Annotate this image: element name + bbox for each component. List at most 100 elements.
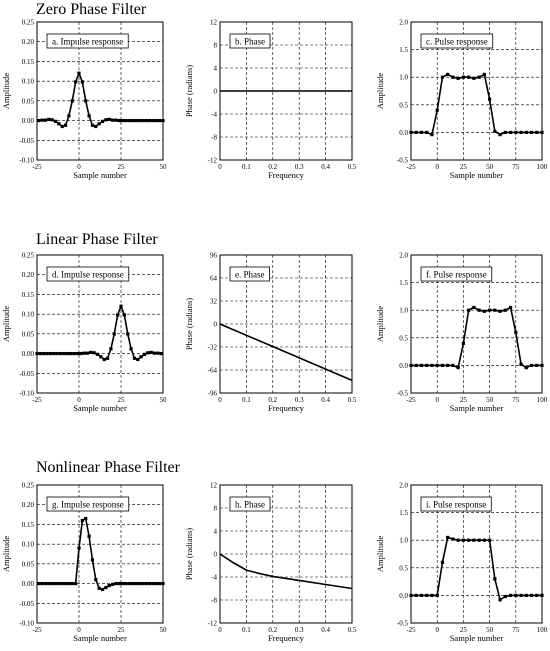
chart: -0.10 -0.05 0.00 0.05 0.10 0.15 0.20 0.25 -25 0 25… (1, 252, 167, 414)
data-point (121, 118, 125, 123)
data-point (472, 538, 476, 542)
chart: -12 -8 -4 0 4 8 12 0 0.1 0.2 0.3 0.4 0.5 Frequency Pha… (184, 482, 357, 644)
data-point (85, 351, 89, 355)
data-point (477, 308, 481, 312)
chart: -96 -64 -32 0 32 64 96 0 0.1 0.2 0.3 0.4 0.5 Frequenc… (184, 252, 357, 414)
data-point (57, 581, 61, 586)
x-tick-label: 50 (486, 396, 494, 404)
data-point (430, 133, 434, 137)
y-tick-label: -96 (208, 390, 218, 398)
data-point (70, 99, 74, 103)
data-point (53, 119, 58, 123)
y-tick-label: -0.10 (19, 157, 34, 165)
y-tick-label: -0.5 (397, 620, 409, 628)
data-point (72, 351, 76, 356)
y-tick-label: 8 (214, 505, 218, 513)
data-point (154, 581, 158, 586)
data-point (524, 130, 528, 134)
x-tick-label: 0.4 (321, 396, 330, 404)
data-point (498, 598, 502, 602)
y-tick-label: 0.25 (22, 482, 35, 490)
data-line (411, 536, 542, 602)
x-tick-label: 75 (512, 396, 520, 404)
data-point (97, 586, 101, 590)
data-point (87, 114, 91, 118)
y-tick-label: 0.15 (22, 58, 35, 66)
data-point (508, 593, 513, 597)
x-tick-label: 0 (77, 163, 81, 171)
chart: -0.10 -0.05 0.00 0.05 0.10 0.15 0.20 0.25 -25 0 25… (1, 19, 167, 181)
data-point (112, 332, 116, 336)
data-point (446, 363, 450, 367)
data-point (137, 118, 142, 123)
data-point (111, 582, 115, 586)
data-point (129, 347, 133, 351)
x-axis-label: Frequency (268, 170, 305, 180)
y-tick-label: -0.05 (19, 370, 34, 378)
chart: -0.5 0.0 0.5 1.0 1.5 2.0 -25 0 25 50 75 100 Sample n… (375, 19, 548, 181)
x-tick-label: 0.5 (348, 163, 357, 171)
data-point (519, 362, 523, 366)
data-point (482, 309, 486, 313)
data-point (69, 351, 73, 356)
data-line (219, 323, 353, 382)
data-point (535, 593, 539, 597)
y-tick-label: -0.10 (19, 620, 34, 628)
y-tick-label: 0.20 (22, 38, 35, 46)
x-tick-label: 75 (512, 626, 520, 634)
data-point (80, 80, 84, 84)
plot-title: f. Pulse response (426, 270, 487, 280)
y-tick-label: -4 (211, 111, 217, 119)
data-point (84, 99, 88, 103)
chart: -12 -8 -4 0 4 8 12 0 0.1 0.2 0.3 0.4 0.5 Frequency Pha… (184, 19, 357, 181)
data-point (440, 75, 445, 79)
data-point (117, 118, 121, 123)
data-point (63, 581, 68, 586)
y-tick-label: 0.00 (22, 580, 35, 588)
data-point (57, 122, 61, 126)
plot-frame (36, 484, 164, 624)
y-tick-label: 0.25 (22, 252, 35, 260)
x-tick-label: 0.2 (268, 163, 277, 171)
plot-frame (410, 21, 543, 161)
data-point (35, 351, 39, 356)
data-point (102, 357, 106, 362)
data-point (508, 130, 513, 134)
data-point (477, 75, 481, 79)
x-tick-label: 0 (435, 163, 439, 171)
y-tick-label: 0 (214, 88, 218, 96)
data-point (461, 75, 465, 79)
y-tick-label: 1.5 (399, 509, 408, 517)
data-point (425, 593, 429, 597)
data-point (47, 581, 51, 586)
data-point (482, 538, 486, 542)
data-point (161, 581, 165, 586)
data-point (440, 560, 445, 564)
y-tick-label: 96 (210, 252, 218, 260)
data-point (97, 122, 101, 126)
y-tick-label: -32 (208, 344, 218, 352)
data-point (440, 363, 445, 367)
data-point (430, 363, 434, 367)
plot-frame (36, 254, 164, 394)
data-point (519, 593, 523, 597)
y-tick-label: -0.05 (19, 137, 34, 145)
y-axis-label: Phase (radians) (184, 528, 194, 580)
x-tick-label: 0.4 (321, 163, 330, 171)
y-tick-label: 0.15 (22, 521, 35, 529)
data-point (435, 108, 439, 112)
data-point (139, 355, 143, 359)
plot-title: h. Phase (235, 500, 265, 510)
x-axis-label: Sample number (450, 403, 504, 413)
data-point (60, 581, 64, 586)
x-tick-label: 25 (460, 626, 468, 634)
plot-title: b. Phase (235, 37, 265, 47)
data-point (153, 351, 157, 355)
data-point (514, 330, 518, 334)
data-point (134, 581, 138, 586)
data-point (451, 537, 455, 541)
y-tick-label: 1.0 (399, 537, 408, 545)
x-tick-label: 0.3 (295, 396, 304, 404)
data-point (48, 351, 53, 356)
y-tick-label: 0.05 (22, 97, 35, 105)
